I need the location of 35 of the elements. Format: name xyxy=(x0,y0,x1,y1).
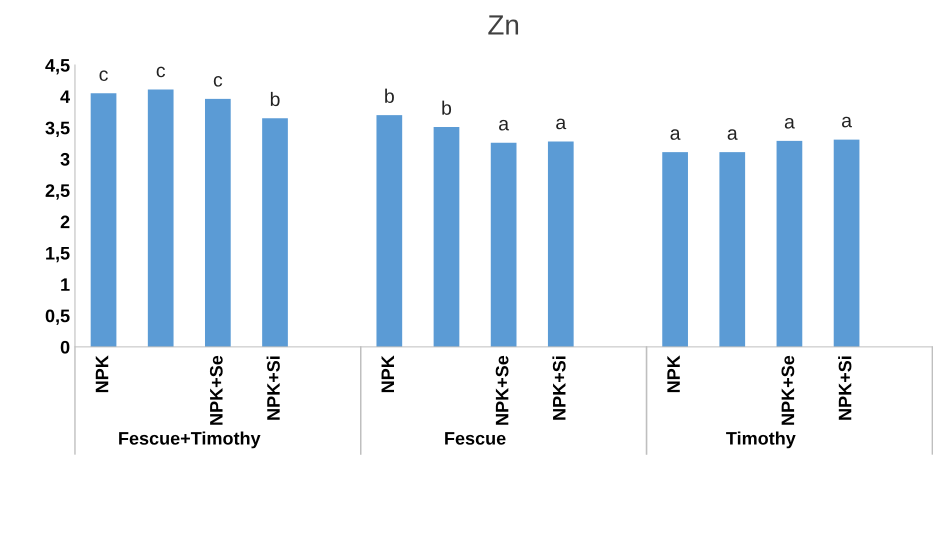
text: Timothy xyxy=(726,431,796,448)
y-tick-label: 2,5 xyxy=(46,184,70,200)
x-tick-label: NPK+Si xyxy=(552,356,566,420)
data-label: a xyxy=(784,118,795,129)
data-label: a xyxy=(499,120,510,131)
y-tick-label: 1 xyxy=(61,278,70,291)
data-label: c xyxy=(100,70,108,82)
data-label: c xyxy=(156,66,166,78)
y-tick-label: 4,5 xyxy=(45,59,70,74)
text: Fescue+Timothy xyxy=(119,431,261,448)
data-label: b xyxy=(385,88,394,103)
text: Fescue xyxy=(445,432,506,445)
x-tick-label: NPK+Se xyxy=(781,356,794,425)
y-tick-label: 4 xyxy=(60,90,70,103)
data-label: a xyxy=(728,129,738,140)
chart-title: Zn xyxy=(488,15,518,34)
y-tick-label: 2 xyxy=(60,216,70,228)
y-tick-label: 0,5 xyxy=(46,310,70,325)
y-tick-label: 3,5 xyxy=(45,122,70,138)
x-tick-label: NPK+Se xyxy=(210,356,223,425)
y-tick-label: 0 xyxy=(60,340,70,354)
x-tick-label: NPK+Si xyxy=(838,356,852,420)
y-tick-label: 3 xyxy=(60,152,70,166)
data-label: b xyxy=(270,92,280,106)
x-tick-label: NPK xyxy=(667,355,680,392)
data-label: b xyxy=(442,100,452,115)
data-label: a xyxy=(670,129,681,140)
data-label: a xyxy=(556,118,566,130)
data-label: c xyxy=(214,76,222,87)
y-tick-label: 1,5 xyxy=(46,247,70,262)
x-tick-label: NPK+Si xyxy=(266,356,280,420)
x-tick-label: NPK xyxy=(96,355,108,392)
data-label: a xyxy=(842,116,852,128)
x-tick-label: NPK xyxy=(382,355,394,392)
x-tick-label: NPK+Se xyxy=(496,356,508,425)
